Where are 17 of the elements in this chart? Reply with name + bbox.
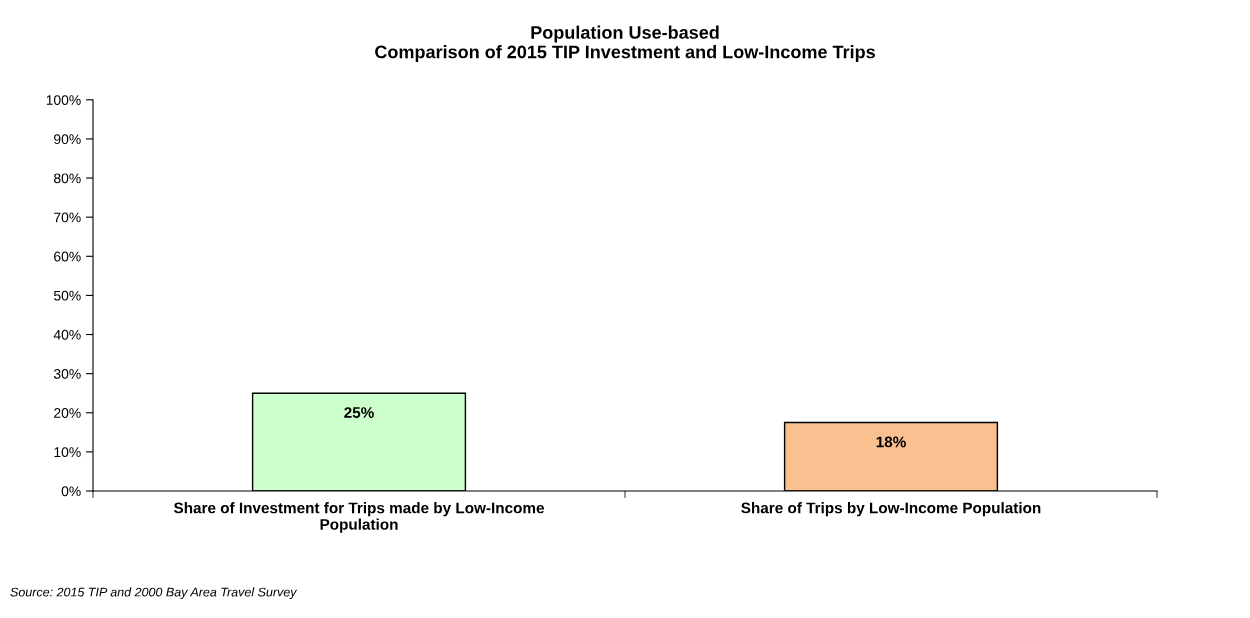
y-tick-label: 100%	[46, 95, 81, 105]
source-note: Source: 2015 TIP and 2000 Bay Area Travel Survey	[10, 587, 298, 599]
y-tick-label: 20%	[54, 408, 81, 418]
y-tick-label: 90%	[54, 134, 81, 145]
y-tick-label: 50%	[53, 290, 81, 301]
y-tick-label: 0%	[61, 486, 81, 497]
x-tick-label: Share of Trips by Low-Income Population	[741, 502, 1041, 517]
y-tick-label: 60%	[54, 251, 81, 262]
y-tick-label: 80%	[54, 173, 81, 184]
data-label: 25%	[344, 407, 374, 418]
y-tick-label: 10%	[54, 447, 81, 458]
data-label: 18%	[876, 436, 906, 448]
y-tick-label: 40%	[53, 329, 81, 340]
x-tick-label: Share of Investment for Trips made by Low-Income Population	[173, 502, 544, 533]
y-tick-label: 30%	[53, 368, 81, 379]
y-tick-label: 70%	[54, 212, 81, 223]
chart-title: Population Use-based Comparison of 2015 TIP Investment and Low-Income Trips	[375, 25, 875, 62]
